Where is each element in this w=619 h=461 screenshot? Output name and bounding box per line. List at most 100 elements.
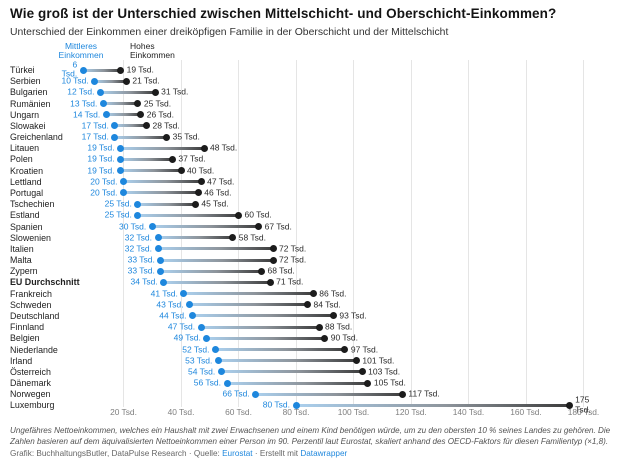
high-income-dot <box>309 290 317 298</box>
high-income-dot <box>255 223 263 231</box>
middle-value-label: 41 Tsd. <box>150 287 178 298</box>
high-income-dot <box>200 144 208 152</box>
middle-income-dot <box>292 401 300 409</box>
country-label: Italien <box>10 243 34 254</box>
connector-line <box>123 180 202 184</box>
country-label: Luxemburg <box>10 400 55 411</box>
high-income-dot <box>168 155 176 163</box>
country-label: Tschechien <box>10 199 55 210</box>
middle-value-label: 10 Tsd. <box>61 75 89 86</box>
x-gridline <box>123 60 124 407</box>
middle-value-label: 6 Tsd. <box>61 59 78 79</box>
high-value-label: 71 Tsd. <box>276 276 304 287</box>
high-value-label: 86 Tsd. <box>319 287 347 298</box>
middle-value-label: 32 Tsd. <box>124 243 152 254</box>
high-value-label: 67 Tsd. <box>264 220 292 231</box>
legend-middle-income: Mittleres Einkommen <box>58 41 104 61</box>
connector-line <box>123 191 199 195</box>
middle-income-dot <box>154 245 162 253</box>
connector-line <box>120 146 204 150</box>
middle-value-label: 12 Tsd. <box>67 86 95 97</box>
connector-line <box>137 202 196 206</box>
high-income-dot <box>137 111 145 119</box>
middle-value-label: 54 Tsd. <box>187 366 216 377</box>
high-income-dot <box>269 245 277 253</box>
middle-income-dot <box>120 189 127 197</box>
country-label: Niederlande <box>10 344 58 355</box>
high-income-dot <box>329 312 337 320</box>
middle-value-label: 44 Tsd. <box>159 310 187 321</box>
connector-line <box>296 403 570 407</box>
middle-income-dot <box>148 223 156 231</box>
country-label: Türkei <box>10 65 35 75</box>
middle-income-dot <box>154 234 162 242</box>
credit-separator: · Erstellt mit <box>252 449 301 458</box>
chart-subtitle: Unterschied der Einkommen einer dreiköpf… <box>10 27 449 38</box>
high-value-label: 37 Tsd. <box>178 153 206 164</box>
high-value-label: 46 Tsd. <box>204 187 232 198</box>
high-income-dot <box>304 301 311 309</box>
connector-line <box>201 325 319 329</box>
high-value-label: 68 Tsd. <box>267 265 295 276</box>
middle-income-dot <box>157 267 165 275</box>
connector-line <box>120 169 181 173</box>
high-value-label: 45 Tsd. <box>201 198 229 209</box>
country-label: Frankreich <box>10 288 52 299</box>
middle-income-dot <box>180 290 188 298</box>
middle-value-label: 80 Tsd. <box>262 399 290 410</box>
connector-line <box>100 90 156 94</box>
source-link[interactable]: Eurostat <box>222 449 253 458</box>
middle-income-dot <box>223 379 231 387</box>
x-axis-tick-label: 20 Tsd. <box>110 407 137 417</box>
high-income-dot <box>151 88 159 96</box>
high-value-label: 21 Tsd. <box>132 75 160 86</box>
country-label: Österreich <box>10 366 51 377</box>
high-income-dot <box>191 200 199 208</box>
middle-value-label: 19 Tsd. <box>87 164 115 175</box>
country-label: Norwegen <box>10 389 51 400</box>
connector-line <box>114 135 167 139</box>
x-axis-tick-label: 100 Tsd. <box>337 407 370 417</box>
connector-line <box>227 381 368 385</box>
high-value-label: 58 Tsd. <box>238 232 267 243</box>
credit-text: Grafik: BuchhaltungsButler, DataPulse Re… <box>10 449 223 458</box>
middle-value-label: 33 Tsd. <box>127 254 155 265</box>
high-income-dot <box>197 178 205 186</box>
middle-value-label: 52 Tsd. <box>182 343 210 354</box>
high-value-label: 93 Tsd. <box>339 310 367 321</box>
middle-value-label: 20 Tsd. <box>90 187 118 198</box>
high-value-label: 97 Tsd. <box>350 343 379 354</box>
chart-footnote: Ungefähres Nettoeinkommen, welches ein H… <box>10 426 611 447</box>
connector-line <box>94 79 127 83</box>
x-gridline <box>353 60 354 407</box>
country-label: Kroatien <box>10 165 44 176</box>
country-label: Malta <box>10 255 32 266</box>
x-gridline <box>583 60 584 407</box>
high-income-dot <box>177 167 185 175</box>
middle-income-dot <box>102 111 110 119</box>
middle-value-label: 53 Tsd. <box>185 355 213 365</box>
middle-value-label: 17 Tsd. <box>81 120 109 131</box>
country-label: Finnland <box>10 322 45 333</box>
high-value-label: 105 Tsd. <box>373 377 406 388</box>
middle-income-dot <box>91 77 99 85</box>
tool-link[interactable]: Datawrapper <box>300 449 348 458</box>
high-income-dot <box>358 368 366 376</box>
connector-line <box>137 213 239 217</box>
country-label: Greichenland <box>10 132 63 143</box>
chart-title: Wie groß ist der Unterschied zwischen Mi… <box>10 6 557 21</box>
connector-line <box>192 314 334 318</box>
high-value-label: 40 Tsd. <box>187 164 215 175</box>
connector-line <box>114 124 147 128</box>
high-income-dot <box>258 267 265 275</box>
high-value-label: 31 Tsd. <box>161 86 189 97</box>
middle-income-dot <box>120 178 127 186</box>
connector-line <box>158 236 233 240</box>
x-gridline <box>410 60 412 407</box>
middle-value-label: 25 Tsd. <box>104 209 132 220</box>
country-label: Portugal <box>10 187 44 198</box>
x-gridline <box>238 60 239 407</box>
high-value-label: 72 Tsd. <box>279 254 307 265</box>
